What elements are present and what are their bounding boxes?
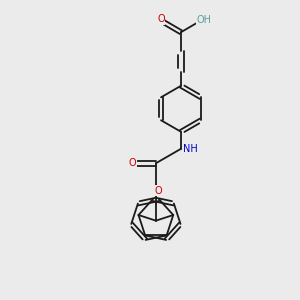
Text: O: O <box>154 186 162 196</box>
Text: NH: NH <box>183 144 198 154</box>
Text: OH: OH <box>197 15 212 25</box>
Text: O: O <box>157 14 165 24</box>
Text: O: O <box>128 158 136 168</box>
